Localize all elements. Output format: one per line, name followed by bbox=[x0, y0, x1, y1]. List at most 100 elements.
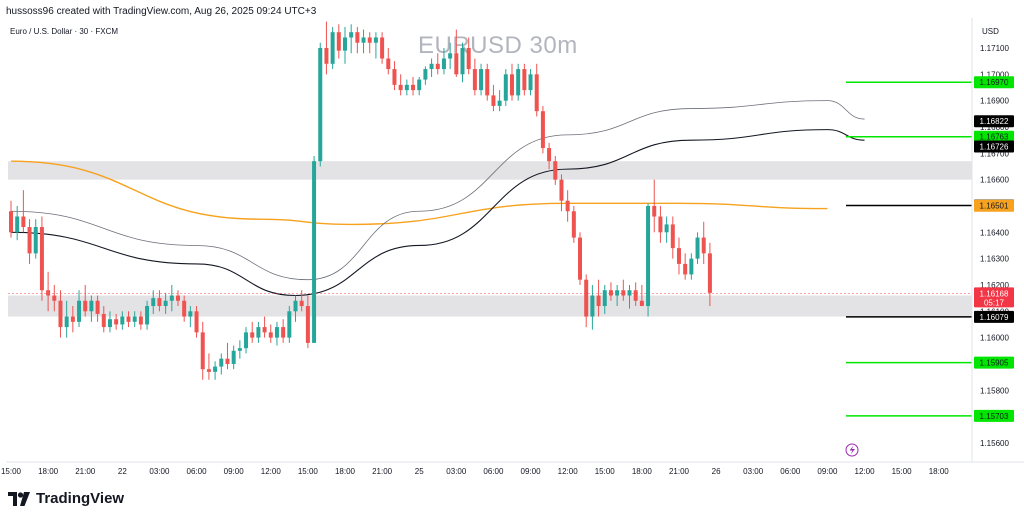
candle[interactable] bbox=[701, 221, 706, 264]
candle[interactable] bbox=[101, 306, 106, 333]
candle[interactable] bbox=[658, 205, 663, 243]
candle[interactable] bbox=[206, 353, 211, 380]
candle[interactable] bbox=[633, 282, 638, 307]
candle[interactable] bbox=[219, 353, 224, 375]
candle[interactable] bbox=[596, 279, 601, 317]
candle[interactable] bbox=[460, 42, 465, 83]
candle[interactable] bbox=[485, 63, 490, 101]
candle[interactable] bbox=[590, 284, 595, 330]
tradingview-logo[interactable]: TradingView bbox=[8, 490, 124, 507]
candle[interactable] bbox=[448, 42, 453, 70]
candle[interactable] bbox=[120, 311, 125, 330]
candle[interactable] bbox=[670, 216, 675, 259]
candle[interactable] bbox=[528, 69, 533, 96]
candle[interactable] bbox=[466, 37, 471, 75]
candle[interactable] bbox=[683, 253, 688, 280]
candle[interactable] bbox=[547, 142, 552, 170]
candle[interactable] bbox=[627, 284, 632, 309]
candle[interactable] bbox=[639, 284, 644, 307]
candle[interactable] bbox=[664, 216, 669, 243]
candle[interactable] bbox=[225, 342, 230, 370]
candle[interactable] bbox=[9, 200, 13, 238]
candle[interactable] bbox=[231, 345, 236, 370]
candle[interactable] bbox=[64, 300, 69, 338]
candle[interactable] bbox=[361, 29, 366, 54]
candle[interactable] bbox=[565, 190, 570, 222]
candle[interactable] bbox=[27, 219, 32, 264]
candle[interactable] bbox=[268, 324, 273, 343]
candle[interactable] bbox=[398, 74, 403, 96]
candle[interactable] bbox=[676, 237, 681, 275]
candle[interactable] bbox=[367, 32, 372, 54]
candle[interactable] bbox=[151, 290, 156, 314]
candle[interactable] bbox=[429, 58, 434, 77]
candle[interactable] bbox=[46, 271, 51, 312]
candle[interactable] bbox=[157, 290, 162, 312]
candle[interactable] bbox=[182, 295, 187, 322]
candle[interactable] bbox=[336, 24, 341, 59]
candle[interactable] bbox=[454, 29, 459, 77]
candle[interactable] bbox=[89, 295, 94, 322]
candle[interactable] bbox=[342, 26, 347, 64]
candle[interactable] bbox=[330, 26, 335, 70]
candle[interactable] bbox=[188, 306, 193, 328]
candle[interactable] bbox=[244, 327, 249, 354]
candle[interactable] bbox=[107, 311, 112, 333]
candle[interactable] bbox=[324, 21, 329, 75]
candle[interactable] bbox=[516, 63, 521, 101]
candle[interactable] bbox=[114, 313, 119, 330]
candle[interactable] bbox=[213, 361, 218, 380]
lightning-icon[interactable] bbox=[845, 443, 859, 457]
candle[interactable] bbox=[522, 63, 527, 96]
symbol-description[interactable]: Euro / U.S. Dollar · 30 · FXCM bbox=[10, 27, 119, 36]
candle[interactable] bbox=[126, 311, 131, 328]
candle[interactable] bbox=[621, 279, 626, 301]
candle[interactable] bbox=[423, 66, 428, 85]
candle[interactable] bbox=[312, 155, 317, 343]
candle[interactable] bbox=[287, 306, 292, 343]
candle[interactable] bbox=[349, 24, 354, 54]
candle[interactable] bbox=[559, 174, 564, 212]
candle[interactable] bbox=[200, 321, 205, 380]
candle[interactable] bbox=[163, 292, 168, 314]
candle[interactable] bbox=[237, 340, 242, 359]
candle[interactable] bbox=[132, 311, 137, 328]
candle[interactable] bbox=[175, 290, 180, 307]
candle[interactable] bbox=[540, 105, 545, 154]
candle[interactable] bbox=[707, 242, 712, 307]
candle[interactable] bbox=[138, 311, 143, 330]
candle[interactable] bbox=[70, 306, 75, 333]
candle[interactable] bbox=[250, 321, 255, 343]
candle[interactable] bbox=[256, 321, 261, 343]
candle[interactable] bbox=[293, 295, 298, 322]
candle[interactable] bbox=[646, 203, 651, 317]
candle[interactable] bbox=[21, 190, 26, 233]
candle[interactable] bbox=[404, 79, 409, 96]
candle[interactable] bbox=[553, 155, 558, 185]
candle[interactable] bbox=[145, 300, 150, 330]
candle[interactable] bbox=[441, 47, 446, 75]
candle[interactable] bbox=[262, 316, 267, 338]
candle[interactable] bbox=[435, 53, 440, 75]
candle[interactable] bbox=[58, 290, 63, 338]
candle[interactable] bbox=[602, 284, 607, 314]
candle[interactable] bbox=[318, 42, 323, 167]
candle[interactable] bbox=[274, 321, 279, 346]
candle[interactable] bbox=[608, 282, 613, 301]
candle[interactable] bbox=[169, 284, 174, 312]
candle[interactable] bbox=[281, 319, 286, 343]
candle[interactable] bbox=[509, 63, 514, 101]
candle[interactable] bbox=[77, 290, 82, 328]
candle[interactable] bbox=[386, 47, 391, 75]
price-axis[interactable]: 1.17100 1.17000 1.16900 1.16800 1.16700 1.166… bbox=[980, 44, 1009, 448]
candle[interactable] bbox=[52, 284, 57, 312]
candle[interactable] bbox=[689, 253, 694, 280]
candle[interactable] bbox=[83, 284, 88, 317]
candle[interactable] bbox=[479, 63, 484, 96]
candle[interactable] bbox=[95, 295, 100, 322]
candle[interactable] bbox=[15, 205, 20, 241]
candle[interactable] bbox=[355, 26, 360, 54]
candle[interactable] bbox=[299, 290, 304, 312]
candle[interactable] bbox=[497, 90, 502, 112]
